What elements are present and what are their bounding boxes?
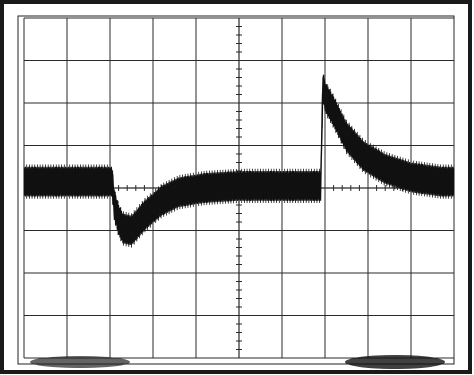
screen-shadow-left xyxy=(30,356,130,368)
waveform-trace xyxy=(23,74,455,248)
screen-shadow-right xyxy=(345,355,445,369)
